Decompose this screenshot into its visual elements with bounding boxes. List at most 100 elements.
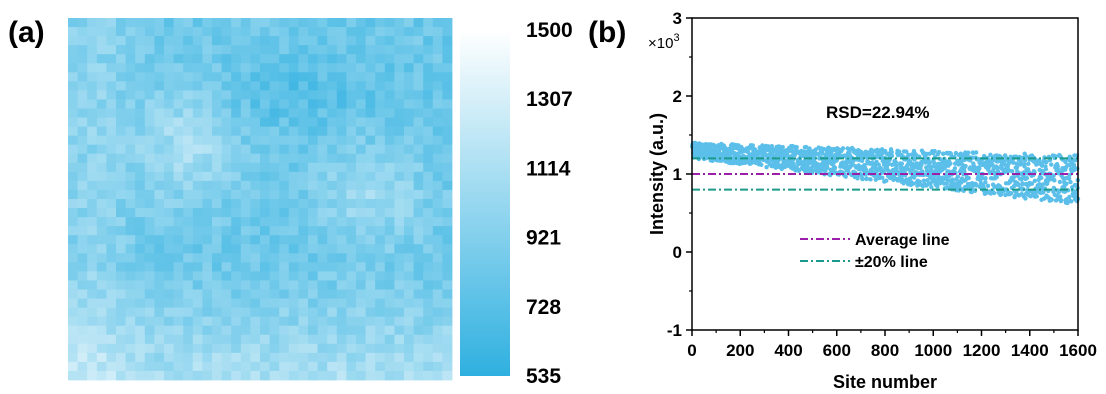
heatmap-cell (202, 253, 213, 263)
heatmap-cell (260, 63, 270, 73)
heatmap-cell (212, 316, 222, 327)
heatmap-cell (442, 117, 453, 127)
heatmap-cell (87, 135, 98, 146)
heatmap-cell (346, 343, 357, 354)
heatmap-cell (221, 18, 232, 28)
heatmap-cell (212, 36, 222, 46)
heatmap-cell (221, 63, 232, 73)
heatmap-cell (240, 45, 251, 55)
heatmap-cell (116, 171, 126, 182)
heatmap-cell (365, 226, 376, 236)
heatmap-cell (116, 316, 126, 327)
heatmap-cell (96, 180, 107, 191)
heatmap-cell (154, 144, 165, 155)
heatmap-cell (173, 244, 184, 254)
heatmap-cell (183, 325, 194, 336)
scatter-point (810, 168, 815, 174)
heatmap-cell (346, 108, 357, 118)
heatmap-cell (154, 307, 165, 318)
heatmap-cell (269, 108, 280, 118)
heatmap-cell (442, 45, 453, 55)
heatmap-cell (221, 253, 232, 263)
heatmap-cell (327, 316, 338, 327)
heatmap-cell (298, 144, 309, 155)
heatmap-cell (240, 271, 251, 281)
heatmap-cell (125, 99, 136, 109)
heatmap-cell (365, 253, 376, 263)
heatmap-cell (164, 117, 174, 127)
heatmap-cell (116, 253, 126, 263)
heatmap-cell (231, 208, 242, 218)
heatmap-cell (336, 298, 347, 308)
heatmap-cell (413, 126, 424, 137)
heatmap-cell (432, 27, 443, 37)
heatmap-cell (269, 280, 280, 290)
scatter-point (902, 168, 907, 174)
heatmap-cell (442, 361, 453, 372)
scatter-point (880, 175, 885, 180)
heatmap-cell (77, 72, 88, 82)
heatmap-cell (250, 171, 261, 182)
heatmap-cell (317, 81, 328, 91)
scatter-point (1014, 161, 1019, 166)
heatmap-cell (432, 361, 443, 372)
heatmap-cell (432, 352, 443, 363)
heatmap-cell (68, 81, 78, 91)
heatmap-cell (125, 334, 136, 345)
heatmap-cell (327, 162, 338, 173)
heatmap-cell (394, 171, 405, 182)
heatmap-cell (260, 361, 270, 372)
heatmap-cell (68, 352, 78, 363)
heatmap-cell (202, 54, 213, 64)
heatmap-cell (173, 45, 184, 55)
heatmap-cell (154, 262, 165, 272)
heatmap-cell (356, 280, 366, 290)
heatmap-cell (336, 226, 347, 236)
heatmap-cell (279, 334, 290, 345)
scatter-point (932, 148, 937, 154)
heatmap-cell (250, 280, 261, 290)
heatmap-cell (336, 54, 347, 64)
heatmap-cell (135, 244, 146, 254)
heatmap-cell (183, 27, 194, 37)
heatmap-cell (240, 180, 251, 191)
heatmap-cell (240, 226, 251, 236)
heatmap-cell (375, 162, 386, 173)
heatmap-cell (327, 208, 338, 218)
y-tick-label: 3 (673, 9, 682, 28)
heatmap-cell (317, 244, 328, 254)
heatmap-cell (279, 144, 290, 155)
heatmap-cell (394, 153, 405, 164)
scatter-point (952, 166, 958, 171)
heatmap-cell (404, 72, 414, 82)
heatmap-cell (77, 81, 88, 91)
heatmap-cell (116, 81, 126, 91)
heatmap-cell (327, 370, 338, 381)
heatmap-cell (173, 226, 184, 236)
heatmap-cell (96, 253, 107, 263)
heatmap-cell (154, 199, 165, 209)
heatmap-cell (250, 352, 261, 363)
heatmap-cell (212, 280, 222, 290)
heatmap-cell (154, 316, 165, 327)
heatmap-cell (298, 99, 309, 109)
heatmap-cell (68, 144, 78, 155)
heatmap-cell (384, 280, 395, 290)
heatmap-cell (202, 271, 213, 281)
heatmap-cell (375, 27, 386, 37)
heatmap-cell (442, 271, 453, 281)
heatmap-cell (327, 334, 338, 345)
scatter-point (1015, 182, 1021, 188)
scatter-point (1045, 179, 1050, 185)
heatmap-cell (125, 135, 136, 146)
heatmap-cell (298, 54, 309, 64)
heatmap-cell (384, 253, 395, 263)
heatmap-cell (221, 117, 232, 127)
heatmap-cell (260, 144, 270, 155)
heatmap-cell (442, 352, 453, 363)
heatmap-cell (77, 153, 88, 164)
heatmap-cell (308, 144, 318, 155)
heatmap-cell (183, 72, 194, 82)
heatmap-cell (77, 208, 88, 218)
heatmap-cell (202, 72, 213, 82)
